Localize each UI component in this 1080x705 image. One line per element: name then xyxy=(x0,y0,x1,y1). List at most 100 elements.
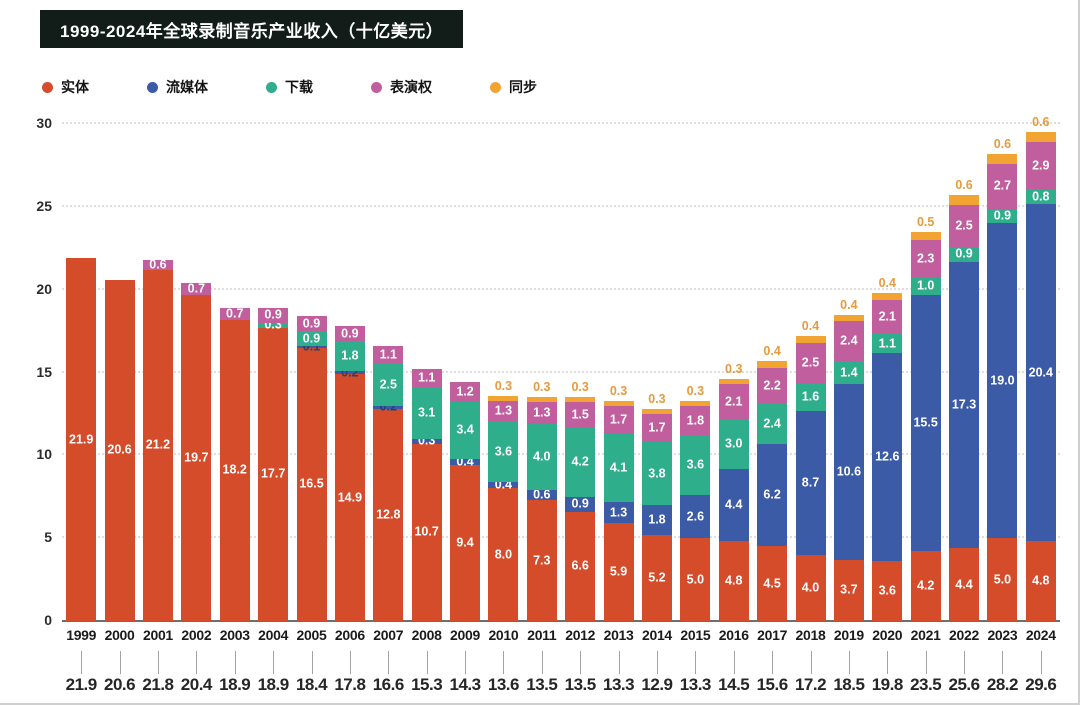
total-label-2009: 14.3 xyxy=(449,675,481,694)
gridline-30 xyxy=(62,122,1060,124)
x-axis-tick-2023 xyxy=(1002,651,1004,674)
total-label-2017: 15.6 xyxy=(756,675,789,694)
total-label-2002: 20.4 xyxy=(180,675,213,694)
segment-streaming-2012 xyxy=(565,496,596,512)
segment-performance-2013 xyxy=(603,405,634,434)
total-label-2024: 29.6 xyxy=(1025,675,1057,694)
segment-physical-2013 xyxy=(603,523,634,621)
total-label-2019: 18.5 xyxy=(833,675,865,694)
segment-physical-2017 xyxy=(757,546,788,621)
segment-sync-2024 xyxy=(1025,132,1056,143)
legend-item-streaming: 流媒体 xyxy=(147,77,208,97)
bar-2013: 5.9 1.3 4.1 1.7 0.3 xyxy=(603,384,634,621)
bar-2002: 19.7 0.7 xyxy=(181,282,212,621)
bar-2000: 20.6 xyxy=(104,279,135,621)
x-axis-tick-2008 xyxy=(426,651,428,674)
segment-physical-2008 xyxy=(411,443,442,621)
y-axis-label-10: 10 xyxy=(36,446,52,463)
x-axis-year-2002: 2002 xyxy=(181,627,212,643)
segment-physical-2005 xyxy=(296,347,327,621)
segment-sync-2010 xyxy=(488,395,519,401)
total-label-2013: 13.3 xyxy=(603,675,635,694)
y-axis-label-15: 15 xyxy=(36,363,52,380)
segment-streaming-2023 xyxy=(987,223,1018,539)
segment-physical-2011 xyxy=(526,500,557,621)
legend-dot-sync-icon xyxy=(490,81,501,93)
total-label-2006: 17.8 xyxy=(334,675,366,694)
segment-streaming-2013 xyxy=(603,501,634,524)
bar-2011: 7.3 0.6 4.0 1.3 0.3 xyxy=(526,380,557,621)
segment-downloads-2005 xyxy=(296,331,327,346)
segment-downloads-2016 xyxy=(718,418,749,469)
total-label-2000: 20.6 xyxy=(104,675,136,694)
x-axis-year-2021: 2021 xyxy=(910,627,941,643)
total-label-2018: 17.2 xyxy=(794,675,827,694)
x-axis-tick-2010 xyxy=(503,651,505,674)
segment-sync-2023 xyxy=(987,153,1018,164)
legend-dot-downloads-icon xyxy=(266,81,277,93)
x-axis-year-2023: 2023 xyxy=(987,627,1018,643)
total-label-2012: 13.5 xyxy=(564,675,597,694)
segment-performance-2003 xyxy=(219,307,250,320)
segment-performance-2015 xyxy=(680,405,711,436)
y-axis-label-25: 25 xyxy=(36,197,52,214)
bar-2019: 3.7 10.6 1.4 2.4 0.4 xyxy=(833,298,864,621)
segment-downloads-2024 xyxy=(1025,190,1056,204)
legend-dot-streaming-icon xyxy=(147,81,158,93)
segment-downloads-2014 xyxy=(641,442,672,506)
segment-streaming-2018 xyxy=(795,410,826,555)
x-axis-year-2024: 2024 xyxy=(1025,627,1056,643)
segment-sync-2021 xyxy=(910,231,941,240)
bar-2001: 21.2 0.6 xyxy=(142,258,173,621)
gridline-25 xyxy=(62,204,1060,207)
x-axis-tick-2004 xyxy=(273,651,275,674)
segment-sync-2022 xyxy=(949,195,980,206)
bar-2017: 4.5 6.2 2.4 2.2 0.4 xyxy=(757,344,788,621)
value-label-sync-2015: 0.3 xyxy=(686,383,705,398)
value-label-sync-2016: 0.3 xyxy=(725,362,743,377)
segment-downloads-2007 xyxy=(373,364,404,406)
bar-2009: 9.4 0.4 3.4 1.2 xyxy=(450,382,481,621)
bar-2007: 12.8 0.2 2.5 1.1 xyxy=(373,346,404,621)
x-axis-tick-2006 xyxy=(349,651,351,674)
bar-1999: 21.9 xyxy=(66,258,97,621)
total-label-2022: 25.6 xyxy=(948,675,980,694)
segment-downloads-2019 xyxy=(833,360,864,385)
x-axis-year-2022: 2022 xyxy=(949,627,979,643)
segment-physical-2009 xyxy=(450,465,481,621)
x-axis-tick-2007 xyxy=(388,651,390,674)
x-axis-year-2020: 2020 xyxy=(872,627,903,643)
segment-performance-2006 xyxy=(334,326,365,342)
total-label-2005: 18.4 xyxy=(295,675,328,694)
x-axis-year-2000: 2000 xyxy=(104,627,135,643)
total-label-2007: 16.6 xyxy=(372,675,405,694)
segment-physical-2018 xyxy=(795,554,826,621)
chart-title-bar: 1999-2024年全球录制音乐产业收入（十亿美元） xyxy=(40,10,464,48)
segment-streaming-2015 xyxy=(680,495,711,539)
segment-physical-2023 xyxy=(987,538,1018,621)
segment-performance-2002 xyxy=(181,283,212,295)
legend-label-downloads: 下载 xyxy=(285,79,313,95)
segment-physical-2020 xyxy=(872,561,903,621)
legend-item-physical: 实体 xyxy=(42,77,89,97)
total-label-2021: 23.5 xyxy=(910,675,942,694)
segment-performance-2010 xyxy=(488,400,519,423)
plot-area: 21.9 20.6 21.2 0.6 19.7 0.7 18.2 0.7 17.7 0.3 0.9 1… xyxy=(62,115,1060,622)
bar-2003: 18.2 0.7 xyxy=(219,307,250,621)
value-label-sync-2020: 0.4 xyxy=(878,275,896,290)
x-axis-year-2011: 2011 xyxy=(527,627,557,643)
segment-physical-2002 xyxy=(181,294,212,621)
segment-physical-1999 xyxy=(66,258,97,621)
segment-performance-2005 xyxy=(296,316,327,332)
value-label-sync-2011: 0.3 xyxy=(533,380,551,395)
segment-performance-2024 xyxy=(1025,142,1056,191)
segment-streaming-2016 xyxy=(718,468,749,542)
total-label-2003: 18.9 xyxy=(219,675,251,694)
x-axis-tick-2014 xyxy=(656,651,658,674)
segment-performance-2009 xyxy=(450,382,481,403)
segment-sync-2019 xyxy=(833,314,864,322)
value-label-sync-2017: 0.4 xyxy=(763,343,781,358)
value-label-sync-2024: 0.6 xyxy=(1032,115,1050,130)
segment-downloads-2013 xyxy=(603,433,634,502)
value-label-sync-2019: 0.4 xyxy=(840,297,858,312)
